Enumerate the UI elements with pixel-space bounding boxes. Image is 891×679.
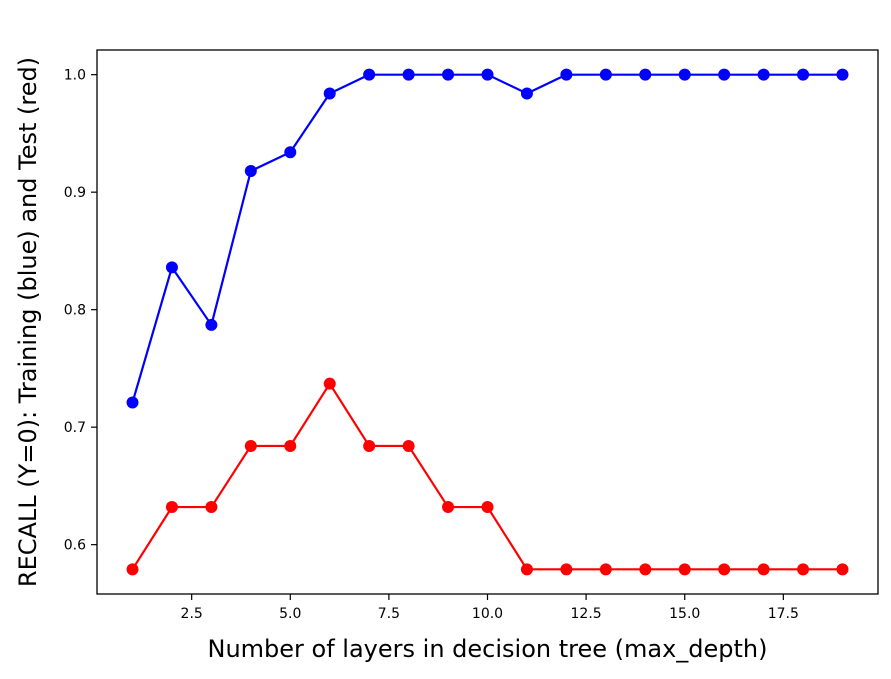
- x-tick-label: 15.0: [669, 606, 700, 622]
- series-2-point: [678, 563, 691, 576]
- series-2-point: [599, 563, 612, 576]
- series-1-point: [402, 68, 415, 81]
- series-2-point: [205, 501, 218, 514]
- series-2-point: [797, 563, 810, 576]
- x-tick-label: 12.5: [571, 606, 602, 622]
- series-1-point: [205, 318, 218, 331]
- y-axis-label: RECALL (Y=0): Training (blue) and Test (…: [14, 57, 42, 587]
- x-tick-label: 2.5: [181, 606, 203, 622]
- y-tick-label: 1.0: [64, 68, 86, 84]
- series-1-point: [678, 68, 691, 81]
- series-1-point: [244, 165, 257, 178]
- series-1-point: [442, 68, 455, 81]
- x-tick-label: 10.0: [472, 606, 503, 622]
- series-2-point: [520, 563, 533, 576]
- x-axis-ticks: 2.5 5.0 7.5 10.0 12.5 15.0 17.5: [181, 594, 799, 622]
- y-tick-label: 0.6: [64, 538, 86, 554]
- series-1-point: [481, 68, 494, 81]
- series-1-point: [599, 68, 612, 81]
- series-1-point: [718, 68, 731, 81]
- series-1-point: [836, 68, 849, 81]
- series-2-point: [757, 563, 770, 576]
- series-1-point: [126, 396, 139, 409]
- series-1-point: [797, 68, 810, 81]
- series-1-point: [639, 68, 652, 81]
- y-tick-label: 0.7: [64, 420, 86, 436]
- x-tick-label: 7.5: [378, 606, 400, 622]
- x-axis-label: Number of layers in decision tree (max_d…: [208, 635, 768, 663]
- series-1-point: [560, 68, 573, 81]
- series-1-point: [757, 68, 770, 81]
- series-2-point: [639, 563, 652, 576]
- x-tick-label: 17.5: [768, 606, 799, 622]
- series-2-point: [836, 563, 849, 576]
- y-tick-label: 0.9: [64, 185, 86, 201]
- series-2-point: [244, 439, 257, 452]
- y-tick-label: 0.8: [64, 303, 86, 319]
- series-2-point: [363, 439, 376, 452]
- series-2-point: [481, 501, 494, 514]
- series-2-point: [165, 501, 178, 514]
- series-1-point: [165, 261, 178, 274]
- series-2-point: [284, 439, 297, 452]
- series-2-point: [560, 563, 573, 576]
- series-1-point: [284, 146, 297, 159]
- y-axis-ticks: 0.6 0.7 0.8 0.9 1.0: [64, 68, 97, 554]
- series-2-point: [718, 563, 731, 576]
- series-1-point: [520, 87, 533, 100]
- series-2-point: [402, 439, 415, 452]
- series-1: [126, 68, 849, 409]
- series-2: [126, 377, 849, 576]
- series-1-point: [323, 87, 336, 100]
- series-2-point: [442, 501, 455, 514]
- x-tick-label: 5.0: [279, 606, 301, 622]
- series-layer: [126, 68, 849, 576]
- series-2-point: [126, 563, 139, 576]
- series-1-point: [363, 68, 376, 81]
- series-2-point: [323, 377, 336, 390]
